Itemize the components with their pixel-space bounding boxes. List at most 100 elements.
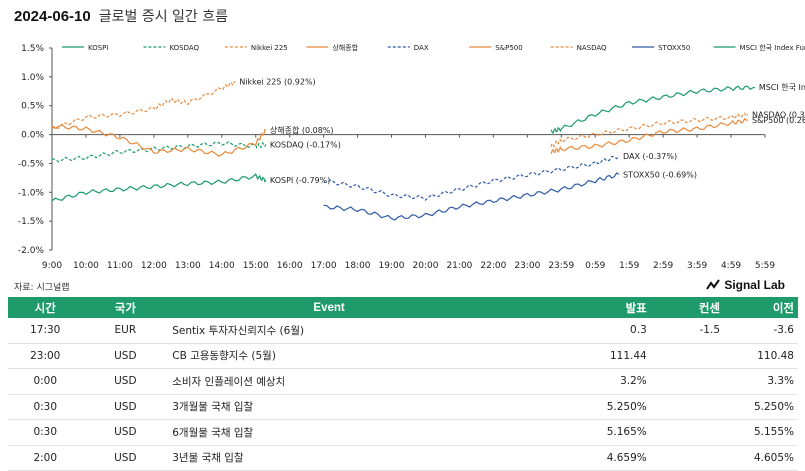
series-end-label: NASDAQ (0.35%) (752, 110, 805, 119)
cell-consensus (650, 419, 725, 446)
series-line (51, 124, 267, 157)
x-tick-label: 11:00 (107, 261, 133, 271)
cell-time: 0:00 (8, 368, 83, 395)
cell-time: 0:30 (8, 419, 83, 446)
cell-time: 17:30 (8, 318, 83, 344)
cell-previous: 5.155% (724, 419, 798, 446)
col-time: 시간 (8, 297, 83, 318)
table-row: 0:30 USD 6개월물 국채 입찰 5.165% 5.155% (8, 419, 798, 446)
legend-item: MSCI 한국 Index Fund (740, 44, 805, 52)
x-tick-label: 23:59 (548, 261, 574, 271)
y-tick-label: -1.0% (18, 188, 45, 198)
x-tick-label: 18:00 (345, 261, 371, 271)
cell-country: USD (82, 419, 169, 446)
cell-event: Sentix 투자자신뢰지수 (6월) (168, 318, 490, 344)
table-row: 0:00 USD 소비자 인플레이션 예상치 3.2% 3.3% (8, 368, 798, 395)
series-line (323, 172, 620, 221)
x-tick-label: 17:00 (311, 261, 337, 271)
series-line (51, 173, 267, 202)
x-tick-label: 3:59 (687, 261, 707, 271)
report-date: 2024-06-10 (14, 8, 91, 25)
legend-item: S&P500 (495, 44, 522, 52)
table-header-row: 시간 국가 Event 발표 컨센 이전 (8, 297, 798, 318)
x-tick-label: 13:00 (175, 261, 201, 271)
cell-event: 소비자 인플레이션 예상치 (168, 368, 490, 395)
legend-item: KOSDAQ (169, 44, 199, 52)
legend-item: KOSPI (88, 44, 108, 52)
cell-actual: 5.165% (489, 419, 651, 446)
cell-actual: 111.44 (489, 343, 651, 369)
x-tick-label: 21:00 (446, 261, 472, 271)
series-line (323, 155, 620, 201)
legend-item: Nikkei 225 (251, 44, 288, 52)
y-tick-label: -1.5% (18, 217, 45, 227)
y-tick-label: -2.0% (18, 246, 45, 256)
x-tick-label: 14:00 (209, 261, 235, 271)
source-note: 자료: 시그널랩 (14, 283, 70, 293)
market-line-chart: 1.5% 1.0% 0.5% 0.0% -0.5% -1.0% -1.5% -2.0% 9:00… (18, 43, 805, 271)
x-tick-label: 23:00 (514, 261, 540, 271)
cell-previous: 5.250% (724, 394, 798, 420)
cell-time: 0:30 (8, 394, 83, 420)
cell-event: 3개월물 국채 입찰 (168, 394, 490, 420)
brand-logo: Signal Lab (706, 278, 785, 292)
cell-actual: 5.250% (489, 394, 651, 420)
cell-consensus (650, 343, 725, 369)
x-tick-label: 0:59 (585, 261, 605, 271)
y-tick-label: 1.0% (21, 73, 44, 83)
series-end-label: S&P500 (0.26%) (752, 116, 805, 125)
x-tick-label: 4:59 (721, 261, 741, 271)
series-line (550, 117, 749, 154)
x-tick-label: 12:00 (141, 261, 167, 271)
series-end-label: KOSDAQ (-0.17%) (270, 140, 341, 149)
x-tick-label: 15:00 (243, 261, 269, 271)
series-end-label: Nikkei 225 (0.92%) (239, 77, 315, 86)
col-previous: 이전 (724, 297, 798, 318)
cell-country: USD (82, 394, 169, 420)
cell-consensus (650, 368, 725, 395)
cell-event: CB 고용동향지수 (5월) (168, 343, 490, 369)
legend-item: NASDAQ (577, 44, 607, 52)
table-row: 23:00 USD CB 고용동향지수 (5월) 111.44 110.48 (8, 343, 798, 369)
x-tick-label: 1:59 (619, 261, 639, 271)
col-event: Event (168, 297, 490, 318)
cell-consensus (650, 394, 725, 420)
cell-time: 23:00 (8, 343, 83, 369)
y-tick-label: 0.0% (21, 131, 44, 141)
series-end-label: STOXX50 (-0.69%) (623, 170, 697, 179)
x-tick-label: 16:00 (277, 261, 303, 271)
y-tick-label: 0.5% (21, 102, 44, 112)
y-tick-label: 1.5% (21, 44, 44, 54)
series-end-label: 상해종합 (0.08%) (270, 125, 334, 135)
series-line (550, 85, 756, 135)
cell-country: USD (82, 368, 169, 395)
series-line (51, 141, 267, 163)
cell-actual: 0.3 (489, 318, 651, 344)
legend-item: 상해종합 (332, 43, 358, 52)
cell-previous: -3.6 (724, 318, 798, 344)
x-tick-label: 19:00 (379, 261, 405, 271)
economic-calendar-table: 시간 국가 Event 발표 컨센 이전 17:30 EUR Sentix 투자자신… (8, 297, 798, 471)
x-tick-label: 22:00 (480, 261, 506, 271)
cell-event: 6개월물 국채 입찰 (168, 419, 490, 446)
col-consensus: 컨센 (650, 297, 725, 318)
col-country: 국가 (82, 297, 169, 318)
legend-item: DAX (414, 44, 429, 52)
brand-name: Signal Lab (724, 278, 785, 292)
series-end-label: MSCI 한국 Index Fund (0.82%) (759, 83, 805, 92)
chart-footer: 자료: 시그널랩 Signal Lab (0, 276, 805, 296)
x-tick-label: 10:00 (73, 261, 99, 271)
cell-consensus: -1.5 (650, 318, 725, 344)
page-title: 2024-06-10 글로벌 증시 일간 흐름 (14, 6, 228, 28)
col-actual: 발표 (489, 297, 651, 318)
cell-previous: 110.48 (724, 343, 798, 369)
legend-item: STOXX50 (658, 44, 690, 52)
series-line (550, 112, 749, 148)
table-row: 17:30 EUR Sentix 투자자신뢰지수 (6월) 0.3 -1.5 -3.6 (8, 318, 798, 344)
x-tick-label: 20:00 (413, 261, 439, 271)
cell-country: EUR (82, 318, 169, 344)
series-end-label: DAX (-0.37%) (623, 152, 677, 161)
cell-previous: 3.3% (724, 368, 798, 395)
signal-icon (706, 279, 721, 290)
report-title: 글로벌 증시 일간 흐름 (98, 9, 229, 25)
